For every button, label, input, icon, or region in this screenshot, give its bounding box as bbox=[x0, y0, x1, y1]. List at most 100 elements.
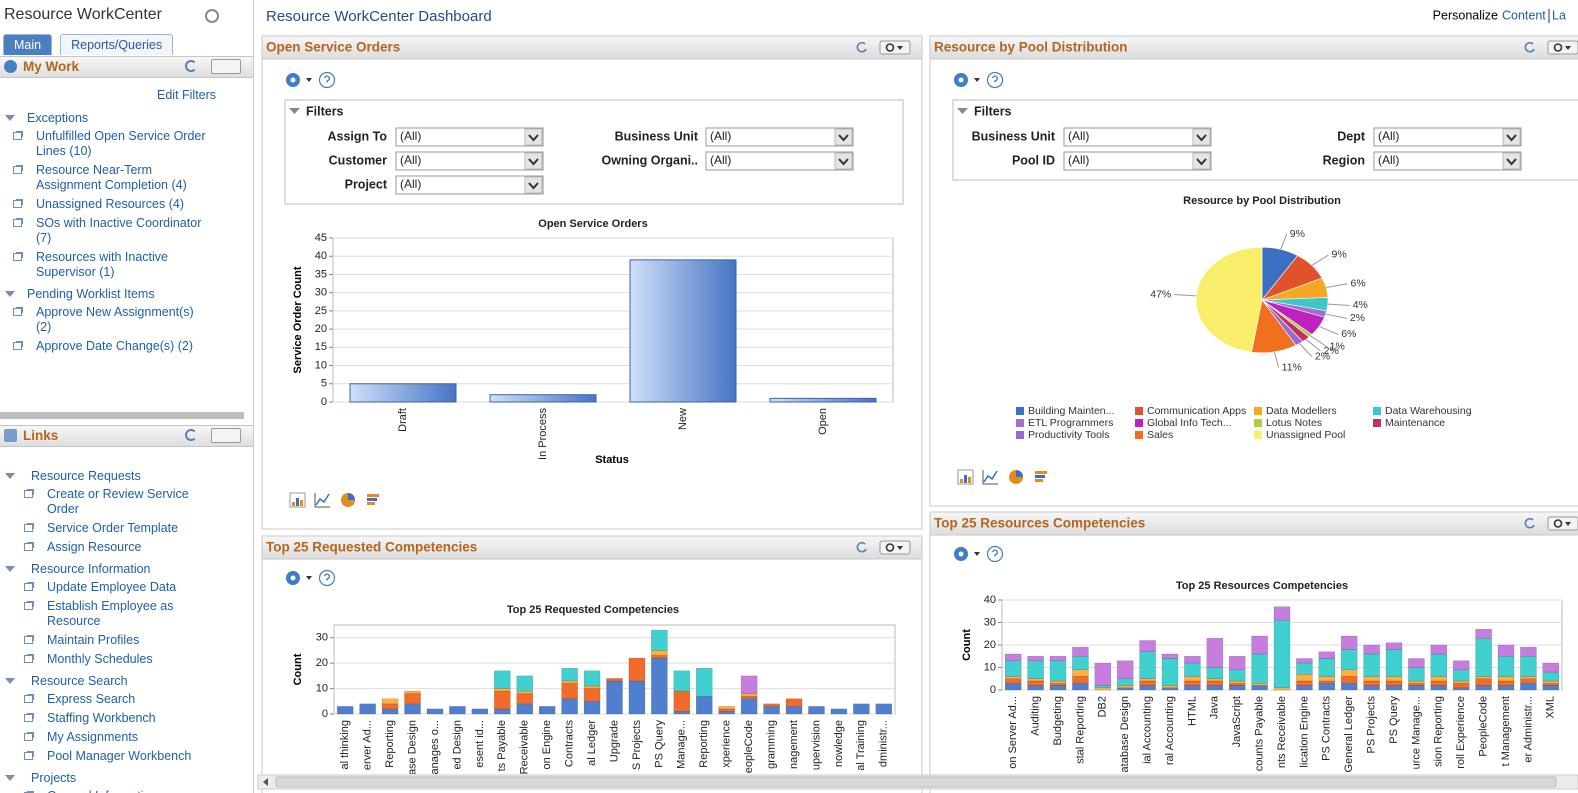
link-item[interactable]: General Information bbox=[0, 789, 222, 793]
link-item[interactable]: Assign Resource bbox=[0, 540, 222, 555]
link-item[interactable]: Unfulfilled Open Service Order Lines (10… bbox=[0, 129, 211, 159]
filter-select[interactable] bbox=[705, 127, 854, 147]
hbar-chart-icon[interactable] bbox=[367, 498, 377, 501]
filter-label: Pool ID bbox=[1012, 153, 1055, 167]
hbar-chart-icon[interactable] bbox=[367, 494, 379, 497]
help-icon[interactable] bbox=[318, 71, 336, 89]
line-chart-icon[interactable] bbox=[983, 470, 998, 483]
splitter[interactable] bbox=[0, 412, 244, 419]
refresh-icon[interactable] bbox=[1524, 41, 1535, 53]
settings-icon[interactable] bbox=[205, 9, 219, 23]
link-item[interactable]: Update Employee Data bbox=[0, 580, 222, 595]
filter-select[interactable] bbox=[395, 151, 544, 171]
options-menu[interactable] bbox=[211, 428, 241, 443]
line-chart-icon[interactable] bbox=[315, 493, 330, 506]
refresh-icon[interactable] bbox=[185, 60, 197, 72]
x-tick-label: ts Payable bbox=[496, 720, 508, 771]
pie-leader bbox=[1274, 351, 1280, 368]
y-tick-label: 0 bbox=[322, 708, 328, 720]
refresh-icon[interactable] bbox=[1524, 517, 1535, 529]
refresh-icon[interactable] bbox=[856, 541, 867, 553]
filter-value: (All) bbox=[1378, 129, 1399, 143]
bar-segment bbox=[1004, 653, 1022, 661]
bar-segment bbox=[1004, 676, 1022, 679]
legend-label: Productivity Tools bbox=[1028, 429, 1110, 441]
x-tick-label: nts Receivable bbox=[1276, 696, 1288, 768]
link-item[interactable]: Express Search bbox=[0, 692, 222, 707]
link-item[interactable]: Pool Manager Workbench bbox=[0, 749, 222, 764]
collapse-toggle[interactable] bbox=[5, 115, 15, 121]
help-icon[interactable] bbox=[318, 569, 336, 587]
personalize-content[interactable]: Content bbox=[1502, 8, 1546, 22]
x-tick-label: esent id... bbox=[474, 720, 486, 768]
collapse-toggle[interactable] bbox=[5, 775, 15, 781]
link-item[interactable]: Monthly Schedules bbox=[0, 652, 222, 667]
link-item[interactable]: Establish Employee as Resource bbox=[0, 599, 222, 629]
bar-segment bbox=[583, 688, 601, 702]
link-item[interactable]: Resources with Inactive Supervisor (1) bbox=[0, 250, 211, 280]
filter-value: (All) bbox=[1068, 153, 1089, 167]
bar-segment bbox=[1452, 669, 1470, 682]
bar-segment bbox=[1004, 678, 1022, 684]
filter-select[interactable] bbox=[395, 175, 544, 195]
bar-segment bbox=[1363, 685, 1380, 691]
link-item[interactable]: My Assignments bbox=[0, 730, 222, 745]
scroll-thumb[interactable] bbox=[275, 776, 1557, 788]
filter-select[interactable] bbox=[705, 151, 854, 171]
filter-select[interactable] bbox=[1063, 151, 1212, 171]
hbar-chart-icon[interactable] bbox=[1035, 479, 1043, 482]
filters-toggle[interactable] bbox=[289, 108, 300, 114]
link-item[interactable]: Approve Date Change(s) (2) bbox=[0, 339, 211, 354]
filter-select[interactable] bbox=[1373, 127, 1522, 147]
select-arrow bbox=[1196, 158, 1207, 166]
options-menu[interactable] bbox=[211, 59, 241, 74]
x-tick-label: gramming bbox=[765, 720, 777, 769]
collapse-toggle[interactable] bbox=[5, 291, 15, 297]
refresh-icon[interactable] bbox=[185, 429, 197, 441]
bar-segment bbox=[606, 680, 623, 715]
collapse-toggle[interactable] bbox=[5, 566, 15, 572]
legend-swatch bbox=[1373, 419, 1381, 427]
options-menu[interactable] bbox=[1547, 516, 1578, 531]
bar-segment bbox=[1497, 680, 1515, 686]
personalize-layout[interactable]: La bbox=[1552, 8, 1566, 22]
filter-select[interactable] bbox=[395, 127, 544, 147]
scroll-left[interactable] bbox=[263, 778, 268, 786]
collapse-toggle[interactable] bbox=[5, 678, 15, 684]
bar-segment bbox=[763, 706, 780, 715]
link-item[interactable]: Service Order Template bbox=[0, 521, 222, 536]
y-tick-label: 10 bbox=[315, 359, 327, 371]
hbar-chart-icon[interactable] bbox=[1035, 471, 1047, 474]
options-menu[interactable] bbox=[879, 40, 911, 55]
refresh-icon[interactable] bbox=[856, 41, 867, 53]
pie-label: 6% bbox=[1351, 278, 1366, 290]
bar-segment bbox=[1184, 662, 1201, 677]
options-menu[interactable] bbox=[879, 540, 911, 555]
y-tick-label: 40 bbox=[984, 594, 996, 606]
link-item[interactable]: Create or Review Service Order bbox=[0, 487, 222, 517]
edit-filters[interactable]: Edit Filters bbox=[157, 88, 217, 102]
collapse-toggle[interactable] bbox=[5, 473, 15, 479]
hbar-chart-icon[interactable] bbox=[1035, 475, 1045, 478]
x-tick-label: Reporting bbox=[698, 720, 710, 768]
filter-select[interactable] bbox=[1373, 151, 1522, 171]
tab[interactable]: Reports/Queries bbox=[60, 34, 174, 55]
filter-value: (All) bbox=[400, 153, 421, 167]
help-icon[interactable] bbox=[986, 71, 1004, 89]
link-item[interactable]: SOs with Inactive Coordinator (7) bbox=[0, 216, 211, 246]
select-button bbox=[1192, 128, 1211, 146]
help-icon[interactable] bbox=[986, 545, 1004, 563]
link-item[interactable]: Unassigned Resources (4) bbox=[0, 197, 211, 212]
link-item[interactable]: Maintain Profiles bbox=[0, 633, 222, 648]
link-item[interactable]: Staffing Workbench bbox=[0, 711, 222, 726]
x-tick-label: anages o... bbox=[429, 720, 441, 774]
filter-select[interactable] bbox=[1063, 127, 1212, 147]
filters-toggle[interactable] bbox=[957, 108, 968, 114]
tab[interactable]: Main bbox=[3, 34, 53, 55]
bar-segment bbox=[740, 693, 758, 697]
link-item[interactable]: Resource Near-Term Assignment Completion… bbox=[0, 163, 211, 193]
link-item[interactable]: Approve New Assignment(s) (2) bbox=[0, 305, 211, 335]
options-menu[interactable] bbox=[1547, 40, 1578, 55]
hbar-chart-icon[interactable] bbox=[367, 502, 375, 505]
x-tick-label: eopleCode bbox=[743, 720, 755, 773]
